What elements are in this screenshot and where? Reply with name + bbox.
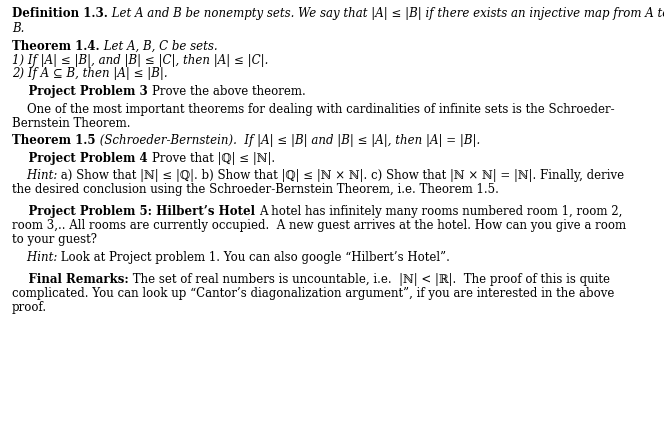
Text: proof.: proof.: [12, 300, 47, 313]
Text: 1) If |A| ≤ |B|, and |B| ≤ |C|, then |A| ≤ |C|.: 1) If |A| ≤ |B|, and |B| ≤ |C|, then |A|…: [12, 54, 268, 67]
Text: Look at Project problem 1. You can also google “Hilbert’s Hotel”.: Look at Project problem 1. You can also …: [57, 250, 450, 263]
Text: Project Problem 5: Hilbert’s Hotel: Project Problem 5: Hilbert’s Hotel: [12, 204, 259, 217]
Text: One of the most important theorems for dealing with cardinalities of infinite se: One of the most important theorems for d…: [12, 103, 615, 116]
Text: Project Problem 4: Project Problem 4: [12, 151, 152, 164]
Text: Final Remarks:: Final Remarks:: [12, 273, 129, 285]
Text: Prove that |ℚ| ≤ |ℕ|.: Prove that |ℚ| ≤ |ℕ|.: [152, 151, 275, 164]
Text: Definition 1.3.: Definition 1.3.: [12, 7, 108, 20]
Text: complicated. You can look up “Cantor’s diagonalization argument”, if you are int: complicated. You can look up “Cantor’s d…: [12, 286, 614, 299]
Text: Project Problem 3: Project Problem 3: [12, 85, 152, 98]
Text: room 3,.. All rooms are currently occupied.  A new guest arrives at the hotel. H: room 3,.. All rooms are currently occupi…: [12, 218, 626, 231]
Text: Hint:: Hint:: [12, 169, 57, 181]
Text: Hint:: Hint:: [12, 250, 57, 263]
Text: to your guest?: to your guest?: [12, 233, 97, 246]
Text: Prove the above theorem.: Prove the above theorem.: [152, 85, 305, 98]
Text: (Schroeder-Bernstein).  If |A| ≤ |B| and |B| ≤ |A|, then |A| = |B|.: (Schroeder-Bernstein). If |A| ≤ |B| and …: [96, 134, 480, 147]
Text: A hotel has infinitely many rooms numbered room 1, room 2,: A hotel has infinitely many rooms number…: [259, 204, 623, 217]
Text: 2) If A ⊆ B, then |A| ≤ |B|.: 2) If A ⊆ B, then |A| ≤ |B|.: [12, 67, 167, 80]
Text: The set of real numbers is uncountable, i.e.  |ℕ| < |ℝ|.  The proof of this is q: The set of real numbers is uncountable, …: [129, 273, 610, 285]
Text: B.: B.: [12, 22, 25, 35]
Text: Theorem 1.5: Theorem 1.5: [12, 134, 96, 147]
Text: the desired conclusion using the Schroeder-Bernstein Theorem, i.e. Theorem 1.5.: the desired conclusion using the Schroed…: [12, 183, 499, 196]
Text: Let A, B, C be sets.: Let A, B, C be sets.: [100, 40, 217, 53]
Text: a) Show that |ℕ| ≤ |ℚ|. b) Show that |ℚ| ≤ |ℕ × ℕ|. c) Show that |ℕ × ℕ| = |ℕ|. : a) Show that |ℕ| ≤ |ℚ|. b) Show that |ℚ|…: [57, 169, 625, 181]
Text: Theorem 1.4.: Theorem 1.4.: [12, 40, 100, 53]
Text: Let A and B be nonempty sets. We say that |A| ≤ |B| if there exists an injective: Let A and B be nonempty sets. We say tha…: [108, 7, 664, 20]
Text: Bernstein Theorem.: Bernstein Theorem.: [12, 117, 131, 130]
